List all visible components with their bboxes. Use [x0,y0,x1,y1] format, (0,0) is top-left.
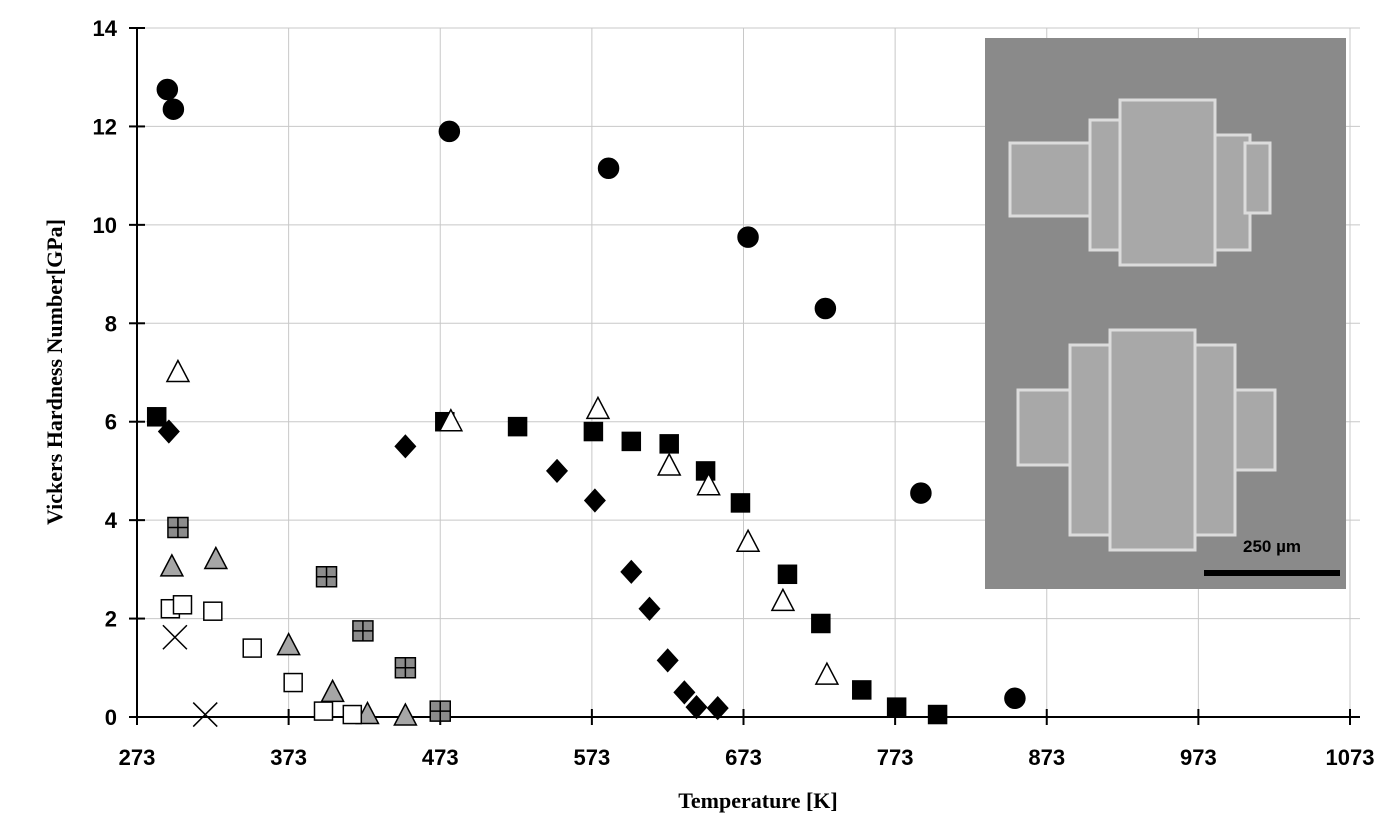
point [737,226,759,248]
point [167,516,189,539]
x-axis-label: Temperature [K] [678,788,837,813]
point [1004,687,1026,710]
x-tick-label: 1073 [1326,745,1375,770]
point [696,472,721,496]
point [597,157,620,180]
x-tick-label: 673 [725,745,762,770]
point [545,458,569,484]
point [735,528,761,553]
x-tick-label: 473 [422,745,459,770]
point [656,648,679,673]
y-tick-label: 8 [105,311,117,336]
point [165,358,191,383]
point [656,452,682,476]
point [695,461,716,481]
point [192,702,218,728]
point [159,553,185,577]
point [621,431,642,452]
point [770,587,796,612]
y-axis-label: Vickers Hardness Number[GPa] [42,219,67,525]
y-tick-label: 2 [105,607,117,632]
x-tick-label: 273 [119,745,156,770]
point [585,395,611,420]
point [320,678,345,703]
point [203,601,223,621]
y-tick-label: 4 [105,508,118,533]
point [927,704,948,725]
point [203,545,229,570]
point [352,620,374,642]
point [162,624,188,650]
point [673,680,696,705]
point [394,657,417,679]
point [276,632,301,656]
point [620,559,643,584]
point [157,419,180,444]
point [730,493,751,513]
y-tick-label: 12 [93,114,117,139]
x-tick-label: 573 [574,745,611,770]
point [342,704,363,725]
point [172,595,193,615]
point [814,661,840,685]
point [315,565,338,588]
y-tick-label: 14 [93,16,118,41]
point [429,700,451,722]
point [507,416,528,437]
point [438,408,464,432]
point [814,297,837,320]
point [583,421,604,442]
point [393,702,418,726]
point [394,434,417,459]
y-tick-label: 10 [93,213,117,238]
x-tick-label: 873 [1028,745,1065,770]
point [242,638,262,658]
point [313,701,334,721]
point [146,407,167,427]
point [156,78,179,101]
point [685,695,708,720]
point [438,120,461,143]
x-tick-label: 373 [270,745,307,770]
scale-label: 250 µm [1243,537,1301,556]
x-tick-label: 773 [877,745,914,770]
y-tick-label: 6 [105,410,117,435]
point [910,482,932,504]
point [283,672,303,693]
point [659,434,679,454]
inset-image: 250 µm [985,38,1346,589]
point [706,696,729,721]
point [811,613,831,634]
point [852,680,872,700]
point [162,98,185,120]
inset-device [1008,98,1277,552]
point [886,697,907,717]
y-tick-label: 0 [105,705,117,730]
point [583,488,606,513]
point [777,564,798,585]
point [638,596,661,621]
x-tick-label: 973 [1180,745,1217,770]
